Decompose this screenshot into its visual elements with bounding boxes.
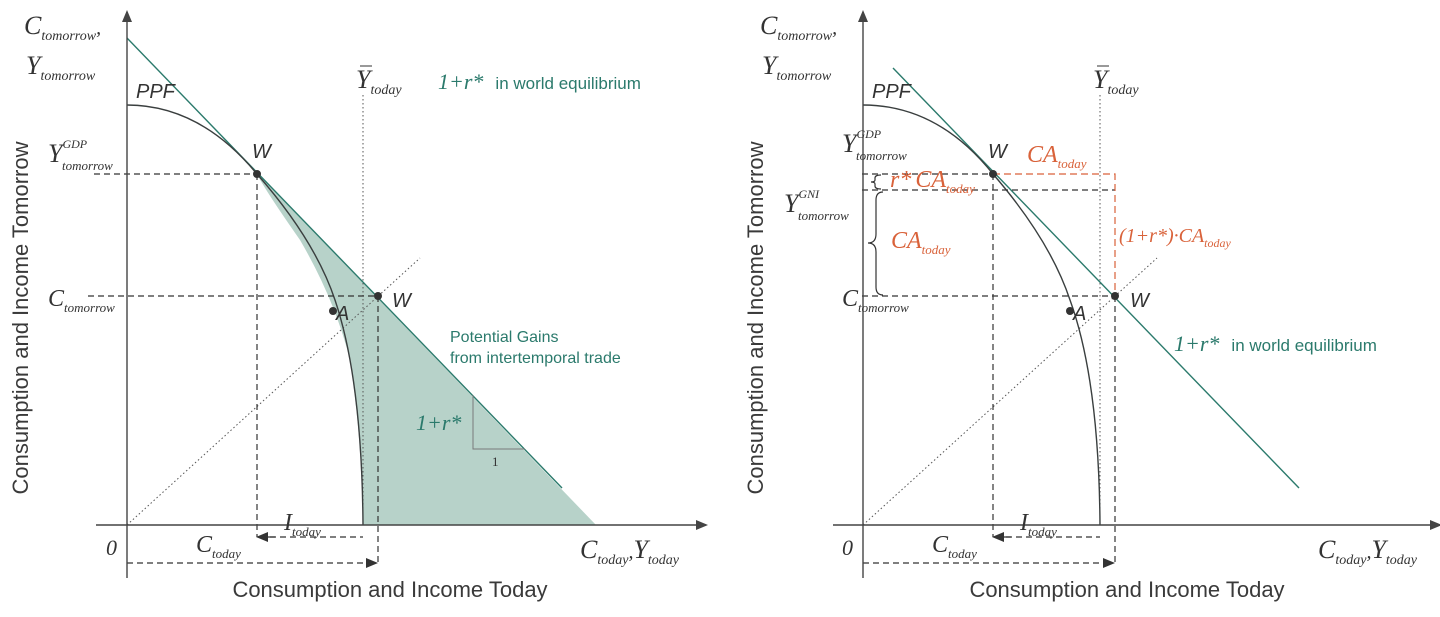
left-y-axis-label: Consumption and Income Tomorrow xyxy=(8,141,33,494)
left-panel: Consumption and Income Tomorrow Consumpt… xyxy=(8,10,708,602)
left-ppf-curve xyxy=(126,104,364,526)
left-y-axis-top-label: Ctomorrow, Ytomorrow xyxy=(24,11,105,84)
right-c-tomorrow-label: Ctomorrow xyxy=(842,286,909,315)
right-ca-today-top-label: CAtoday xyxy=(1027,142,1087,171)
right-y-axis-top-label: Ctomorrow, Ytomorrow xyxy=(760,11,841,84)
right-world-line xyxy=(892,67,1300,489)
left-y-gdp-label: YGDP tomorrow xyxy=(48,135,113,173)
right-i-today-label: Itoday xyxy=(1019,510,1057,539)
left-slope-run-label: 1 xyxy=(492,454,499,469)
right-one-plus-r-ca-label: (1+r*)·CAtoday xyxy=(1119,225,1232,250)
left-point-w2 xyxy=(374,292,382,300)
right-y-gni-label: YGNI tomorrow xyxy=(784,185,849,223)
left-c-today-label: Ctoday xyxy=(196,532,241,561)
left-ybar-label: Ytoday xyxy=(356,65,402,98)
right-point-w2 xyxy=(1111,292,1119,300)
left-point-w1-label: W xyxy=(252,141,273,163)
left-x-axis-end-label: Ctoday,Ytoday xyxy=(580,535,680,568)
right-c-today-label: Ctoday xyxy=(932,532,977,561)
right-x-axis-end-label: Ctoday,Ytoday xyxy=(1318,535,1418,568)
right-x-axis-label: Consumption and Income Today xyxy=(969,577,1284,602)
left-origin-label: 0 xyxy=(106,535,117,560)
right-y-gdp-label: YGDP tomorrow xyxy=(842,125,907,163)
left-i-today-label: Itoday xyxy=(283,510,321,539)
right-ca-brace-label: CAtoday xyxy=(891,228,951,257)
left-world-eq-label: 1+r* in world equilibrium xyxy=(438,69,641,94)
left-ppf-label: PPF xyxy=(136,81,177,103)
right-r-ca-label: r* CAtoday xyxy=(890,167,975,196)
right-point-a-label: A xyxy=(1072,303,1086,325)
left-slope-triangle xyxy=(472,395,525,450)
left-point-a-label: A xyxy=(335,303,349,325)
left-gains-line2: from intertemporal trade xyxy=(450,350,621,367)
right-ca-bracket xyxy=(993,173,1116,296)
left-x-axis-label: Consumption and Income Today xyxy=(232,577,547,602)
left-point-w2-label: W xyxy=(392,290,413,312)
right-ybar-label: Ytoday xyxy=(1093,65,1139,98)
left-point-w1 xyxy=(253,170,261,178)
right-origin-label: 0 xyxy=(842,535,853,560)
left-world-line xyxy=(126,37,563,489)
right-ppf-label: PPF xyxy=(872,81,913,103)
right-ppf-curve xyxy=(862,104,1101,526)
left-slope-label: 1+r* xyxy=(416,410,461,435)
right-world-eq-label: 1+r* in world equilibrium xyxy=(1174,331,1377,356)
left-ctoday-arrowhead xyxy=(366,558,378,568)
right-point-w1-label: W xyxy=(988,141,1009,163)
right-point-a xyxy=(1066,307,1074,315)
right-point-w1 xyxy=(989,170,997,178)
right-y-axis-label: Consumption and Income Tomorrow xyxy=(743,141,768,494)
right-point-w2-label: W xyxy=(1130,290,1151,312)
left-c-tomorrow-label: Ctomorrow xyxy=(48,286,115,315)
left-point-a xyxy=(329,307,337,315)
left-gains-line1: Potential Gains xyxy=(450,329,559,346)
right-large-brace xyxy=(867,191,884,296)
right-panel: Consumption and Income Tomorrow Consumpt… xyxy=(743,10,1440,602)
right-ctoday-arrowhead xyxy=(1103,558,1115,568)
right-small-brace xyxy=(870,174,882,190)
